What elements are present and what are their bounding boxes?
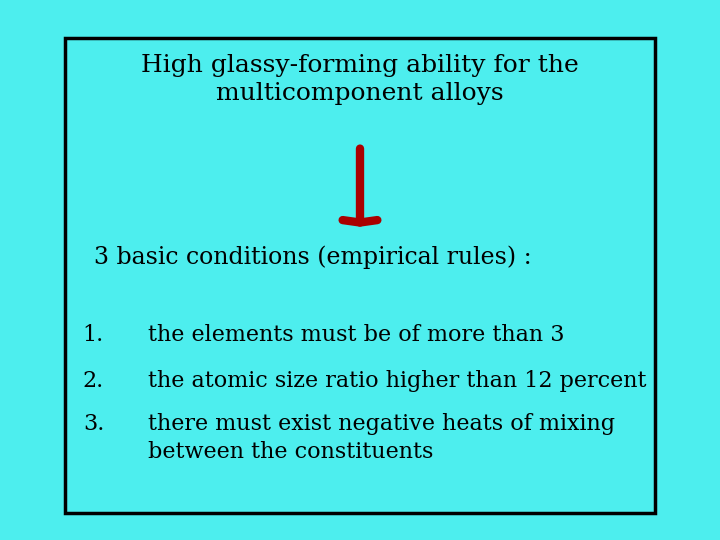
Text: there must exist negative heats of mixing
between the constituents: there must exist negative heats of mixin… (148, 413, 615, 463)
Text: High glassy-forming ability for the
multicomponent alloys: High glassy-forming ability for the mult… (141, 54, 579, 105)
Text: 2.: 2. (83, 370, 104, 392)
Text: 1.: 1. (83, 324, 104, 346)
Text: the atomic size ratio higher than 12 percent: the atomic size ratio higher than 12 per… (148, 370, 646, 392)
Text: the elements must be of more than 3: the elements must be of more than 3 (148, 324, 564, 346)
FancyBboxPatch shape (65, 38, 655, 513)
Text: 3 basic conditions (empirical rules) :: 3 basic conditions (empirical rules) : (94, 246, 531, 269)
Text: 3.: 3. (83, 413, 104, 435)
